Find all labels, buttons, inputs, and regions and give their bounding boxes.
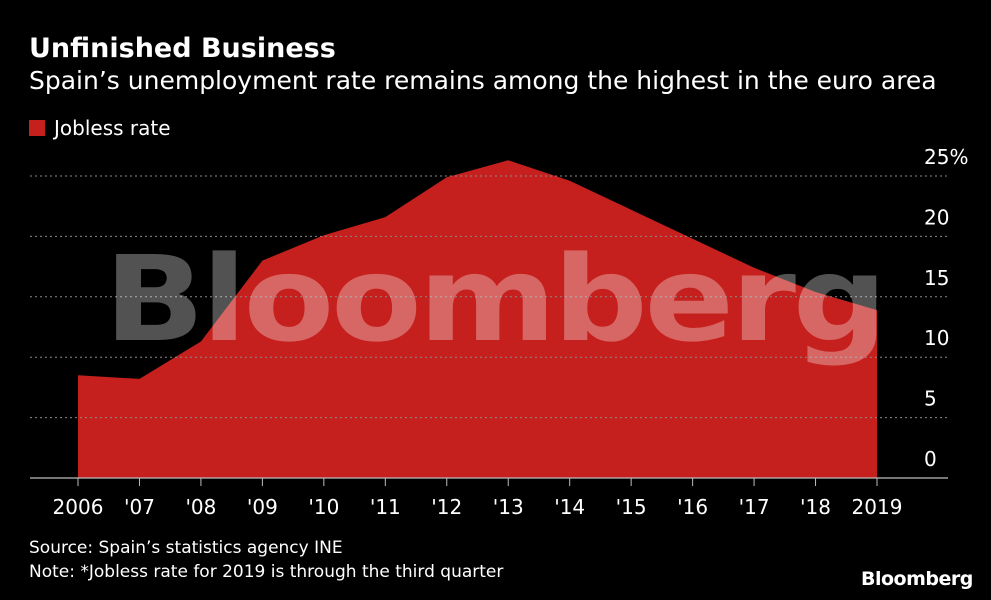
y-tick-label-10: 10 (924, 326, 949, 350)
y-tick-label-20: 20 (924, 205, 949, 229)
footnote: Note: *Jobless rate for 2019 is through … (29, 562, 504, 582)
x-tick-label-'18: '18 (800, 495, 831, 519)
y-tick-label-5: 5 (924, 387, 937, 411)
legend-swatch (29, 120, 45, 136)
x-tick-label-2019: 2019 (852, 495, 903, 519)
legend-label: Jobless rate (54, 116, 171, 140)
y-tick-label-15: 15 (924, 266, 949, 290)
y-tick-label-0: 0 (924, 447, 937, 471)
x-tick-label-2006: 2006 (53, 495, 104, 519)
x-tick-label-'11: '11 (370, 495, 401, 519)
area-series-0 (78, 160, 877, 479)
x-tick-label-'08: '08 (185, 495, 216, 519)
chart-title: Unfinished Business (29, 33, 336, 64)
bloomberg-logo: Bloomberg (861, 568, 973, 590)
legend: Jobless rate (29, 116, 171, 140)
x-tick-label-'10: '10 (308, 495, 339, 519)
x-tick-label-'13: '13 (493, 495, 524, 519)
x-tick-label-'16: '16 (677, 495, 708, 519)
y-tick-label-25: 25% (924, 145, 968, 169)
x-tick-label-'14: '14 (554, 495, 585, 519)
x-tick-label-'15: '15 (616, 495, 647, 519)
source-note: Source: Spain’s statistics agency INE (29, 538, 343, 558)
x-tick-label-'12: '12 (431, 495, 462, 519)
x-tick-label-'09: '09 (247, 495, 278, 519)
x-tick-label-'17: '17 (739, 495, 770, 519)
x-tick-label-'07: '07 (124, 495, 155, 519)
watermark-text: Bloomberg (104, 230, 884, 368)
chart-subtitle: Spain’s unemployment rate remains among … (29, 66, 937, 95)
